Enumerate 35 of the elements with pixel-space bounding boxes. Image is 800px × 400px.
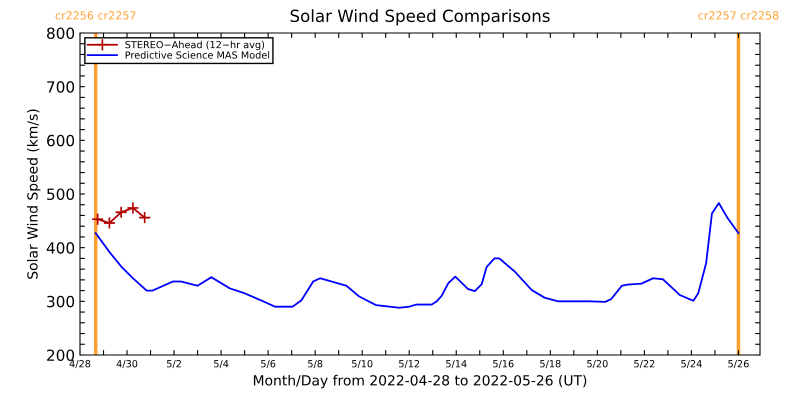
y-tick-label: 300: [47, 296, 74, 308]
x-tick-label: 5/2: [166, 360, 181, 368]
x-tick-label: 5/12: [399, 360, 420, 368]
x-tick-label: 5/26: [728, 360, 749, 368]
legend-label: STEREO−Ahead (12−hr avg): [125, 40, 264, 50]
y-tick-label: 200: [47, 349, 74, 362]
ref-line-label: cr2257 cr2258: [698, 11, 778, 20]
y-tick-label: 700: [47, 81, 74, 93]
point: [91, 212, 104, 226]
x-tick-label: 5/6: [261, 360, 276, 368]
x-tick-label: 5/16: [493, 360, 514, 368]
point: [103, 216, 116, 230]
x-tick-label: 4/30: [116, 360, 138, 368]
point: [126, 202, 140, 214]
point: [138, 211, 152, 224]
x-tick-label: 5/4: [214, 360, 228, 368]
y-tick-label: 400: [46, 242, 74, 254]
y-tick-label: 600: [47, 134, 74, 146]
x-tick-label: 5/18: [540, 360, 561, 368]
x-tick-label: 4/28: [70, 360, 90, 368]
chart-title: Solar Wind Speed Comparisons: [290, 9, 550, 26]
y-tick-label: 800: [47, 27, 74, 40]
point: [114, 206, 128, 219]
y-axis-title: Solar Wind Speed (km/s): [26, 109, 40, 279]
y-tick-label: 500: [47, 188, 74, 200]
x-tick-label: 5/24: [681, 360, 702, 368]
x-tick-label: 5/22: [634, 360, 654, 368]
x-tick-label: 5/10: [352, 360, 372, 368]
line-series: [94, 202, 740, 309]
x-tick-label: 5/14: [446, 360, 467, 368]
ref-line-label: cr2256 cr2257: [56, 11, 136, 20]
x-tick-label: 5/20: [587, 360, 608, 368]
legend-label: Predictive Science MAS Model: [126, 51, 270, 59]
x-tick-label: 5/8: [308, 360, 322, 368]
x-axis-title: Month/Day from 2022-04-28 to 2022-05-26 (UT): [254, 374, 586, 388]
